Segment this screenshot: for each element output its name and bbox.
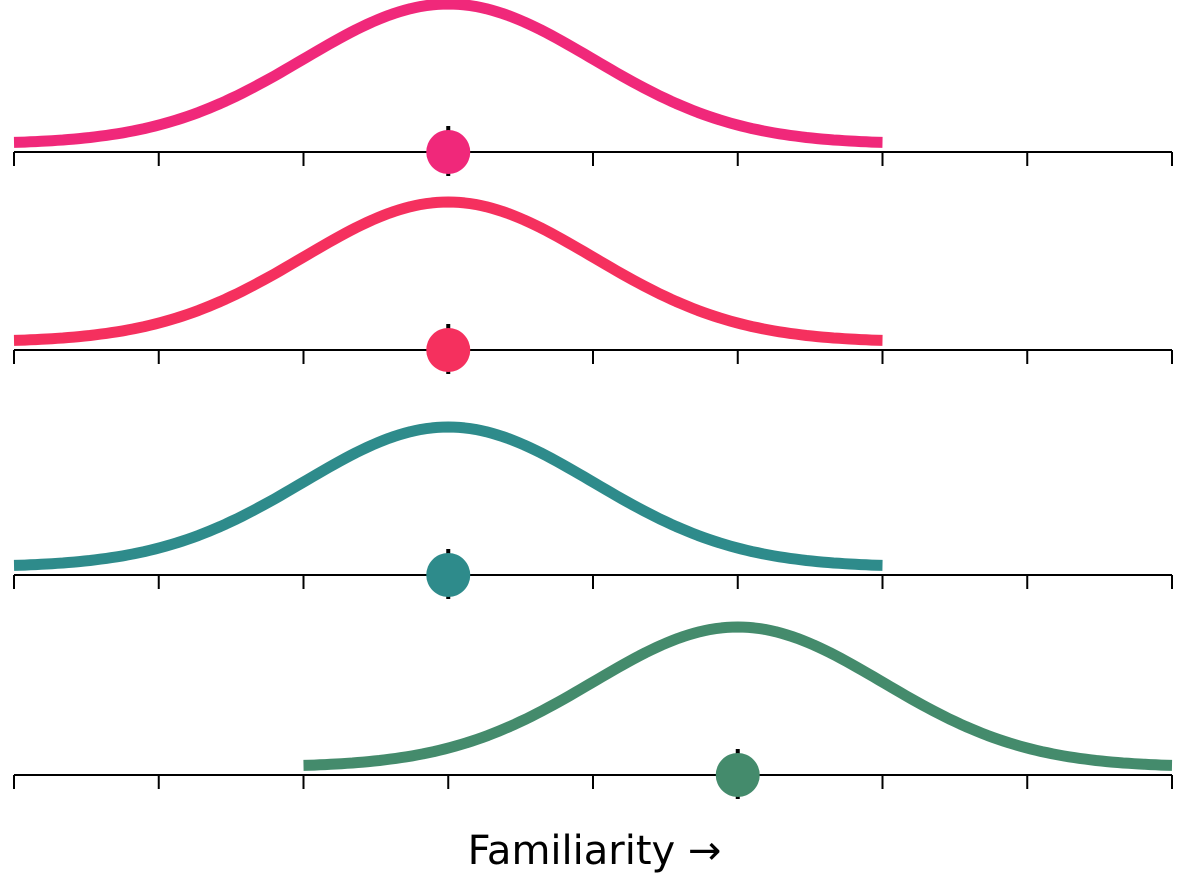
density-curve-3 [13,421,883,571]
mean-point-2 [426,328,471,372]
x-axis-label: Familiarity → [467,828,722,874]
density-curve-1 [13,0,883,148]
density-curve-4 [303,621,1173,771]
mean-point-3 [426,553,471,597]
density-curve-2 [13,196,883,346]
mean-point-1 [426,130,471,174]
mean-point-4 [715,753,760,797]
